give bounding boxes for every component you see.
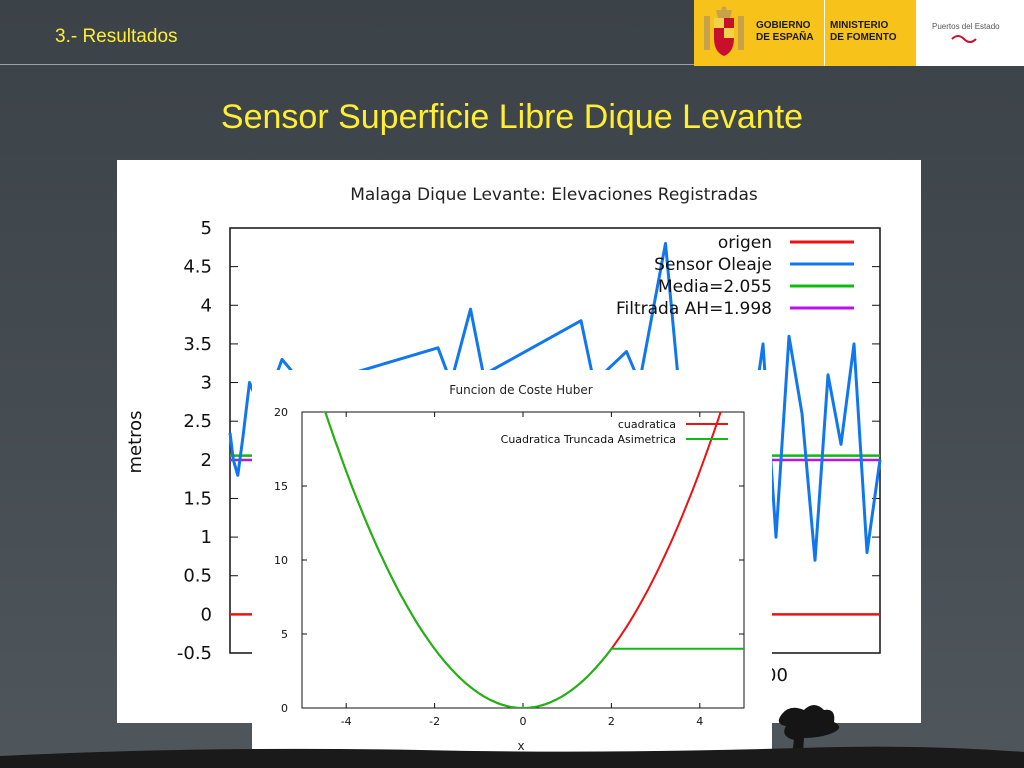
ministry-name: MINISTERIO DE FOMENTO: [830, 20, 896, 44]
inset-series-truncated: [324, 412, 744, 708]
main-ytick-label: 3: [201, 373, 212, 394]
inset-chart: Funcion de Coste Huber -4 -2 0 2 4 0 5 10 15 20 x…: [252, 370, 772, 758]
main-chart-title: Malaga Dique Levante: Elevaciones Regist…: [350, 185, 758, 205]
main-ytick-label: 1.5: [183, 488, 212, 509]
main-ytick-label: 2.5: [183, 411, 212, 432]
main-ytick-label: 5: [201, 218, 212, 239]
inset-xtick-label: 2: [608, 715, 615, 728]
section-heading: 3.- Resultados: [55, 26, 178, 47]
main-ytick-label: 2: [201, 450, 212, 471]
main-legend-label: origen: [718, 233, 772, 253]
main-ytick-label: -0.5: [177, 643, 212, 664]
ministry-line2: DE FOMENTO: [830, 32, 897, 43]
inset-legend-label: Cuadratica Truncada Asimetrica: [501, 433, 676, 446]
inset-ytick-label: 0: [281, 702, 288, 715]
inset-ytick-label: 5: [281, 628, 288, 641]
main-legend-label: Media=2.055: [658, 277, 772, 297]
gov-block: GOBIERNO DE ESPAÑA MINISTERIO DE FOMENTO: [694, 0, 916, 66]
slide-title: Sensor Superficie Libre Dique Levante: [220, 98, 804, 136]
main-ytick-label: 4: [201, 295, 212, 316]
inset-ytick-label: 20: [274, 406, 288, 419]
gov-line2: DE ESPAÑA: [756, 32, 814, 43]
main-legend-label: Sensor Oleaje: [654, 255, 772, 275]
ministry-line1: MINISTERIO: [830, 20, 889, 31]
gov-line1: GOBIERNO: [756, 20, 811, 31]
inset-xlabel: x: [517, 739, 524, 753]
ground-silhouette: [0, 746, 1024, 768]
inset-ytick-label: 15: [274, 480, 288, 493]
main-ytick-label: 4.5: [183, 257, 212, 278]
government-banner: GOBIERNO DE ESPAÑA MINISTERIO DE FOMENTO…: [694, 0, 1024, 66]
main-ytick-label: 1: [201, 527, 212, 548]
gov-name: GOBIERNO DE ESPAÑA: [756, 20, 814, 44]
gov-separator: [824, 0, 825, 66]
main-legend-label: Filtrada AH=1.998: [616, 299, 772, 319]
main-ytick-label: 0: [201, 604, 212, 625]
inset-xtick-label: -4: [341, 715, 352, 728]
inset-legend-label: cuadratica: [618, 418, 676, 431]
inset-xtick-label: 0: [520, 715, 527, 728]
inset-chart-title: Funcion de Coste Huber: [449, 383, 592, 397]
main-ylabel: metros: [125, 410, 146, 473]
puertos-label: Puertos del Estado: [932, 22, 1000, 31]
inset-xtick-label: 4: [696, 715, 703, 728]
puertos-wave-icon: [951, 35, 977, 43]
main-ytick-label: 3.5: [183, 334, 212, 355]
inset-xtick-label: -2: [429, 715, 440, 728]
header-divider: [0, 64, 694, 65]
puertos-logo: Puertos del Estado: [932, 22, 1000, 47]
coat-of-arms-icon: [704, 6, 744, 56]
main-ytick-label: 0.5: [183, 566, 212, 587]
inset-ytick-label: 10: [274, 554, 288, 567]
